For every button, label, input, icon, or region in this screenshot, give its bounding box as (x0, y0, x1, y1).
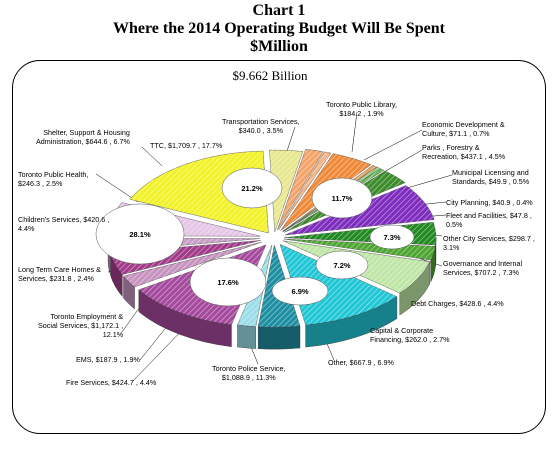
slice-texture-children-s-services (110, 240, 261, 275)
group-percent: 7.2% (333, 261, 350, 270)
group-bubble (189, 257, 267, 307)
label-employment-social-services: Toronto Employment & Social Services, $1,… (38, 312, 124, 339)
label-economic-development: Economic Development & Culture, $71.1 , 0… (422, 120, 505, 138)
group-bubble (95, 203, 185, 265)
slice-texture-transportation-services (269, 150, 303, 233)
group-percent-labels: 21.2% 11.7% 7.3% 7.2% 6.9% 17.6% 28.1% (95, 167, 415, 307)
label-capital-financing: Capital & Corporate Financing, $262.0 , 2… (370, 326, 450, 344)
slice-texture-long-term-care-homes-services (123, 242, 262, 287)
label-childrens-services: Children's Services, $420.6 , 4.4% (18, 215, 110, 233)
label-long-term-care: Long Term Care Homes & Services, $231.8 ,… (18, 265, 101, 283)
slice-texture-toronto-public-library (277, 149, 324, 230)
label-fire-services: Fire Services, $424.7 , 4.4% (66, 378, 157, 387)
leader-line (141, 146, 163, 167)
label-toronto-public-health: Toronto Public Health, $246.3 , 2.5% (18, 170, 89, 188)
group-percent: 21.2% (241, 184, 263, 193)
label-fleet-facilities: Fleet and Facilities, $47.8 , 0.5% (446, 211, 532, 229)
label-city-planning: City Planning, $40.9 , 0.4% (446, 198, 533, 207)
label-shelter-support-housing: Shelter, Support & Housing Administration… (36, 128, 130, 146)
group-percent: 6.9% (291, 287, 308, 296)
leader-line (351, 111, 358, 153)
group-bubble (271, 276, 329, 306)
slice-texture-capital-corporate-financing (283, 239, 436, 261)
total-budget-label: $9.662 Billion (232, 68, 308, 83)
label-toronto-police-service: Toronto Police Service, $1,088.9 , 11.3% (212, 364, 286, 382)
slice-texture-economic-development-culture (278, 151, 331, 231)
slice-texture-ttc (129, 151, 269, 234)
label-other-city-services: Other City Services, $298.7 , 3.1% (443, 234, 535, 252)
label-toronto-public-library: Toronto Public Library, $184.2 , 1.9% (326, 100, 397, 118)
label-ttc: TTC, $1,709.7 , 17.7% (150, 141, 223, 150)
group-percent: 11.7% (332, 194, 353, 203)
label-transportation-services: Transportation Services, $340.0 , 3.5% (222, 117, 300, 135)
group-percent: 7.3% (383, 233, 400, 242)
group-bubble (315, 250, 369, 280)
chart-subtitle: Where the 2014 Operating Budget Will Be … (112, 20, 445, 37)
pie-chart: 21.2% 11.7% 7.3% 7.2% 6.9% 17.6% 28.1% (95, 111, 453, 383)
slice-side-fire-services (257, 325, 301, 350)
slice-texture-toronto-police-service (279, 244, 397, 326)
chart-title: Chart 1 (252, 2, 306, 19)
label-municipal-licensing: Municipal Licensing and Standards, $49.9 … (452, 168, 530, 186)
group-bubble (369, 224, 415, 250)
label-ems: EMS, $187.9 , 1.9% (76, 355, 140, 364)
chart-unit: $Million (250, 38, 308, 55)
label-debt-charges: Debt Charges, $428.6 , 4.4% (411, 299, 504, 308)
label-governance: Governance and Internal Services, $707.2 … (443, 259, 523, 277)
leader-line (383, 149, 423, 173)
leader-line (363, 129, 423, 161)
group-percent: 17.6% (217, 278, 239, 287)
leader-line (95, 173, 139, 203)
label-other: Other, $667.9 , 6.9% (328, 358, 394, 367)
slice-side-ems (237, 324, 256, 349)
group-bubble (311, 177, 373, 219)
group-percent: 28.1% (129, 230, 151, 239)
label-parks-forestry: Parks , Forestry & Recreation, $437.1 , 4… (422, 143, 506, 161)
group-bubble (221, 167, 283, 209)
